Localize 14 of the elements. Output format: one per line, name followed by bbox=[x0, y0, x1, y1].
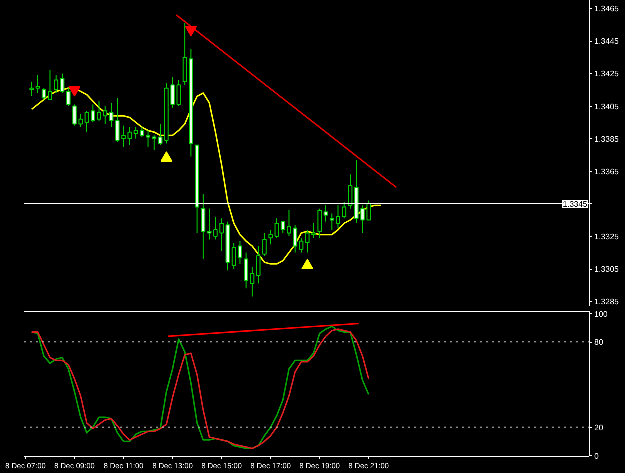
y-tick-label: 80 bbox=[594, 338, 604, 348]
y-tick-label: 1.3385 bbox=[594, 134, 620, 144]
y-tick-label: 1.3445 bbox=[594, 37, 620, 46]
y-tick-label: 1.3425 bbox=[594, 70, 620, 79]
y-tick-label: 1.3325 bbox=[594, 232, 620, 242]
ref-line-label: 1.3345 bbox=[563, 200, 588, 209]
y-tick-label: 1.3365 bbox=[594, 167, 620, 176]
y-tick-label: 1.3405 bbox=[594, 102, 620, 112]
y-tick-label: 1.3285 bbox=[594, 298, 620, 307]
y-tick-label: 1.3465 bbox=[594, 4, 620, 14]
y-tick-label: 20 bbox=[594, 423, 604, 432]
y-tick-label: 100 bbox=[594, 310, 608, 319]
y-tick-label: 1.3305 bbox=[594, 265, 620, 274]
y-tick-label: 0 bbox=[594, 452, 600, 461]
